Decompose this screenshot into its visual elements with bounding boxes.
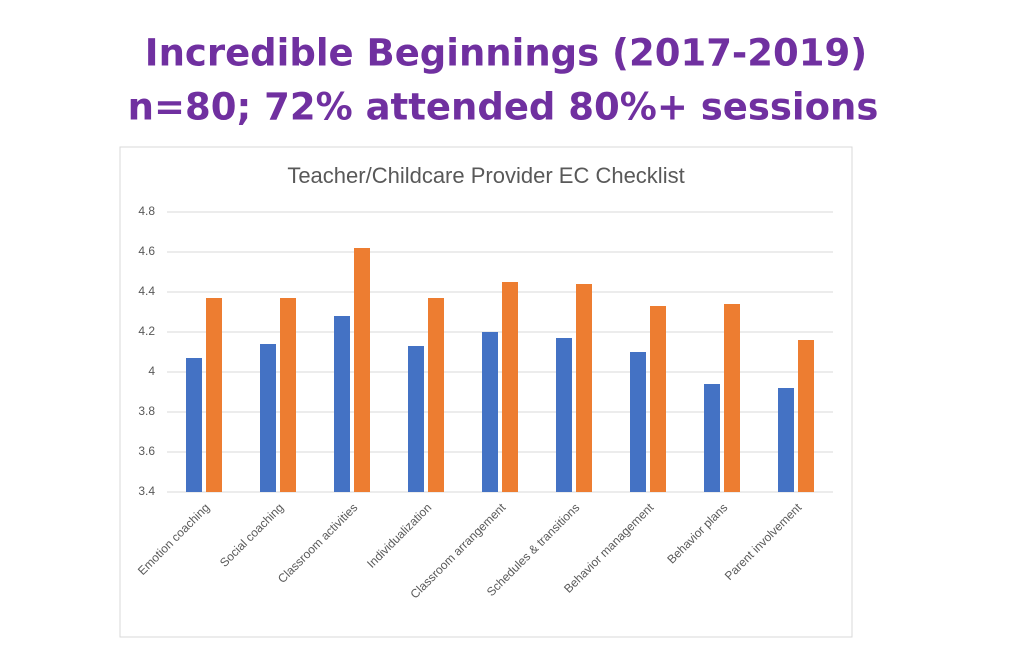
bar — [724, 304, 740, 492]
bar — [428, 298, 444, 492]
y-tick-label: 3.6 — [138, 444, 155, 458]
bar — [778, 388, 794, 492]
y-tick-label: 4 — [148, 364, 155, 378]
bar — [260, 344, 276, 492]
bar — [798, 340, 814, 492]
y-tick-label: 3.4 — [138, 484, 155, 498]
bar — [334, 316, 350, 492]
y-tick-label: 4.4 — [138, 284, 155, 298]
bar — [704, 384, 720, 492]
bar — [482, 332, 498, 492]
y-tick-label: 4.2 — [138, 324, 155, 338]
bar — [576, 284, 592, 492]
y-tick-label: 4.8 — [138, 204, 155, 218]
bar — [206, 298, 222, 492]
slide-title: Incredible Beginnings (2017-2019) — [145, 32, 867, 75]
bar — [630, 352, 646, 492]
y-tick-label: 3.8 — [138, 404, 155, 418]
y-tick-label: 4.6 — [138, 244, 155, 258]
bar — [650, 306, 666, 492]
bar — [556, 338, 572, 492]
bar — [186, 358, 202, 492]
bar — [280, 298, 296, 492]
slide-subtitle: n=80; 72% attended 80%+ sessions — [128, 86, 879, 129]
bar — [502, 282, 518, 492]
bar — [354, 248, 370, 492]
chart-title: Teacher/Childcare Provider EC Checklist — [287, 163, 684, 188]
bar — [408, 346, 424, 492]
